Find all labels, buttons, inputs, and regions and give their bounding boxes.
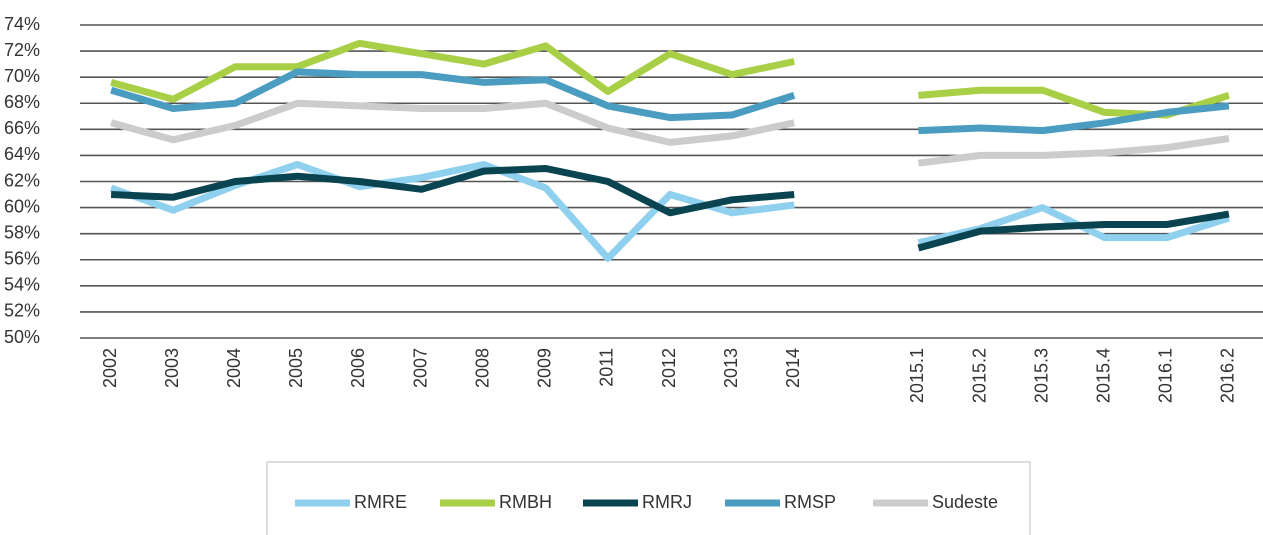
series-line	[110, 165, 1230, 252]
x-tick-label: 2005	[286, 348, 306, 388]
y-tick-label: 62%	[4, 170, 40, 190]
x-tick-label: 2002	[100, 348, 120, 388]
y-tick-label: 68%	[4, 92, 40, 112]
series-line	[110, 68, 1230, 135]
y-tick-label: 50%	[4, 327, 40, 347]
legend-label: RMRJ	[642, 492, 692, 512]
x-tick-label: 2013	[721, 348, 741, 388]
x-tick-label: 2015.2	[969, 348, 989, 403]
x-tick-label: 2007	[410, 348, 430, 388]
legend-label: RMRE	[354, 492, 407, 512]
x-tick-label: 2011	[597, 348, 617, 387]
x-tick-label: 2006	[348, 348, 368, 388]
x-tick-label: 2003	[162, 348, 182, 388]
x-tick-label: 2015.4	[1093, 348, 1113, 403]
x-tick-label: 2004	[224, 348, 244, 388]
x-tick-label: 2008	[472, 348, 492, 388]
legend-box	[266, 461, 1031, 535]
y-tick-label: 60%	[4, 196, 40, 216]
y-tick-label: 74%	[4, 14, 40, 34]
x-tick-label: 2014	[783, 348, 803, 388]
y-tick-label: 70%	[4, 66, 40, 86]
y-tick-label: 56%	[4, 249, 40, 269]
y-tick-label: 58%	[4, 222, 40, 242]
y-tick-label: 54%	[4, 275, 40, 295]
legend-label: Sudeste	[932, 492, 998, 512]
x-tick-label: 2009	[535, 348, 555, 388]
legend-label: RMBH	[499, 492, 552, 512]
x-tick-label: 2012	[659, 348, 679, 388]
y-tick-label: 52%	[4, 301, 40, 321]
x-tick-label: 2015.3	[1031, 348, 1051, 403]
y-tick-label: 72%	[4, 40, 40, 60]
series-line	[110, 99, 1230, 167]
legend-label: RMSP	[784, 492, 836, 512]
y-tick-label: 64%	[4, 144, 40, 164]
y-tick-label: 66%	[4, 118, 40, 138]
x-tick-label: 2015.1	[907, 348, 927, 403]
x-tick-label: 2016.1	[1156, 348, 1176, 403]
x-tick-label: 2016.2	[1218, 348, 1238, 403]
